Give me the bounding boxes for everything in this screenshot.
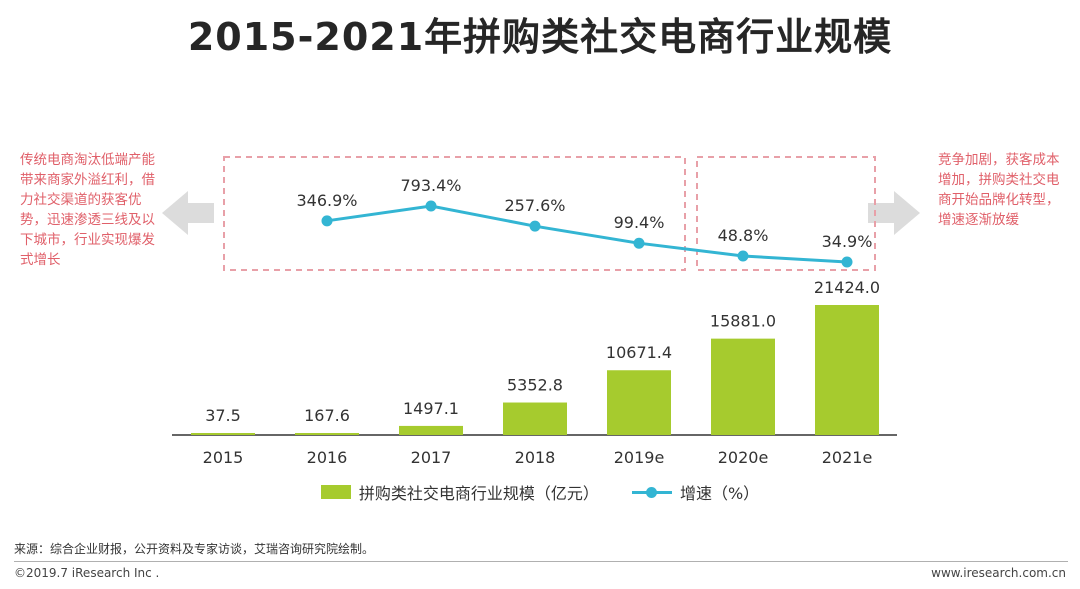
- x-tick-label: 2018: [515, 448, 556, 467]
- bar-value-label: 1497.1: [403, 399, 459, 418]
- bar-value-label: 5352.8: [507, 376, 563, 395]
- legend: 拼购类社交电商行业规模（亿元） 增速（%）: [0, 480, 1080, 504]
- bar-2020e: [711, 338, 775, 435]
- bar-2017: [399, 425, 463, 435]
- growth-value-label: 793.4%: [400, 176, 461, 195]
- dashed-box-growth-phase: [223, 156, 686, 271]
- right-annotation: 竞争加剧，获客成本增加，拼购类社交电商开始品牌化转型，增速逐渐放缓: [938, 152, 1060, 228]
- left-annotation: 传统电商淘汰低端产能带来商家外溢红利，借力社交渠道的获客优势，迅速渗透三线及以下…: [20, 152, 155, 268]
- bar-value-label: 167.6: [304, 406, 350, 425]
- legend-item-growth: 增速（%）: [631, 480, 760, 504]
- x-tick-label: 2015: [203, 448, 244, 467]
- bar-value-label: 15881.0: [710, 312, 776, 331]
- bar-2019e: [607, 370, 671, 435]
- legend-label-growth: 增速（%）: [679, 484, 760, 503]
- growth-point-2016: [321, 215, 333, 227]
- x-tick-label: 2016: [307, 448, 348, 467]
- chart-title: 2015-2021年拼购类社交电商行业规模: [187, 15, 893, 59]
- right-arrow-icon: [868, 191, 920, 235]
- legend-line-swatch: [631, 485, 672, 499]
- copyright: ©2019.7 iResearch Inc .: [14, 566, 160, 580]
- bar-value-label: 37.5: [205, 406, 241, 425]
- growth-value-label: 346.9%: [296, 191, 357, 210]
- legend-item-scale: 拼购类社交电商行业规模（亿元）: [320, 480, 599, 504]
- growth-value-label: 48.8%: [718, 226, 769, 245]
- bar-2018: [503, 402, 567, 435]
- bar-2016: [295, 433, 359, 435]
- legend-bar-swatch: [320, 485, 351, 499]
- dashed-box-slowdown-phase: [696, 156, 876, 271]
- growth-point-2019e: [633, 237, 645, 249]
- growth-point-2017: [425, 200, 437, 212]
- x-tick-label: 2017: [411, 448, 452, 467]
- growth-rate-line: [326, 204, 848, 264]
- bar-value-label: 10671.4: [606, 343, 672, 362]
- x-tick-label: 2021e: [822, 448, 873, 467]
- growth-value-label: 257.6%: [504, 196, 565, 215]
- growth-value-label: 34.9%: [822, 232, 873, 251]
- x-tick-label: 2020e: [718, 448, 769, 467]
- legend-label-scale: 拼购类社交电商行业规模（亿元）: [358, 484, 599, 503]
- website: www.iresearch.com.cn: [931, 566, 1066, 580]
- bar-value-label: 21424.0: [814, 278, 880, 297]
- footer-divider: [14, 561, 1068, 562]
- x-tick-label: 2019e: [614, 448, 665, 467]
- source-note: 来源：综合企业财报，公开资料及专家访谈，艾瑞咨询研究院绘制。: [14, 542, 375, 556]
- growth-value-label: 99.4%: [614, 213, 665, 232]
- bar-2021e: [815, 305, 879, 435]
- growth-point-2020e: [737, 250, 749, 262]
- growth-point-2018: [529, 220, 541, 232]
- growth-point-2021e: [841, 256, 853, 268]
- bar-2015: [191, 433, 255, 435]
- left-arrow-icon: [162, 191, 214, 235]
